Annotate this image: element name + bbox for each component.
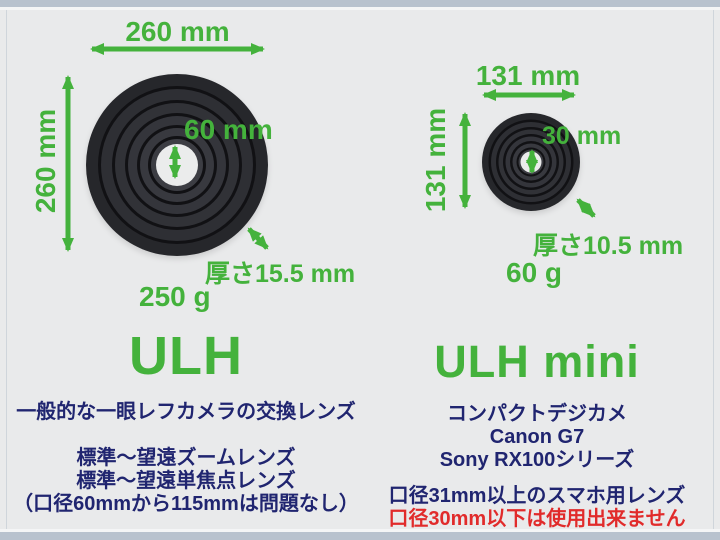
left-desc-spacer [2, 424, 370, 447]
right-warning-line-red: 口径30mm以下は使用出来ません [388, 508, 686, 530]
left-thickness-label: 厚さ15.5 mm [205, 260, 356, 288]
right-hole-diameter-label: 30 mm [542, 122, 622, 150]
ulh-lens-hood-image [86, 74, 268, 256]
left-desc-line: （口径60mmから115mmは問題なし） [13, 493, 359, 515]
right-height-label: 131 mm [420, 107, 451, 213]
right-product-warning: 口径31mm以上のスマホ用レンズ 口径30mm以下は使用出来ません [362, 485, 712, 531]
left-product-title: ULH [129, 326, 243, 386]
left-weight-label: 250 g [139, 281, 211, 312]
left-width-label: 260 mm [125, 16, 230, 47]
right-edge-line [713, 10, 714, 529]
left-desc-line: 標準〜望遠単焦点レンズ [76, 470, 296, 492]
left-desc-line: 標準〜望遠ズームレンズ [76, 447, 296, 469]
right-desc-line: Sony RX100シリーズ [439, 449, 635, 471]
right-desc-line: Canon G7 [489, 426, 585, 448]
right-product-description: コンパクトデジカメ Canon G7 Sony RX100シリーズ [372, 403, 702, 472]
right-warning-line: 口径31mm以上のスマホ用レンズ [388, 485, 686, 507]
bottom-letterbox-band [0, 529, 720, 540]
right-product-title: ULH mini [434, 336, 640, 387]
left-height-label: 260 mm [30, 108, 61, 214]
right-thickness-label: 厚さ10.5 mm [533, 232, 684, 260]
right-weight-label: 60 g [506, 257, 563, 288]
left-desc-line: 一般的な一眼レフカメラの交換レンズ [16, 401, 356, 423]
right-width-label: 131 mm [475, 60, 581, 91]
left-edge-line [6, 10, 7, 529]
top-letterbox-band [0, 0, 720, 10]
left-hole-diameter-label: 60 mm [184, 114, 273, 145]
left-product-description: 一般的な一眼レフカメラの交換レンズ 標準〜望遠ズームレンズ 標準〜望遠単焦点レン… [2, 401, 370, 516]
right-desc-line: コンパクトデジカメ [447, 403, 627, 425]
